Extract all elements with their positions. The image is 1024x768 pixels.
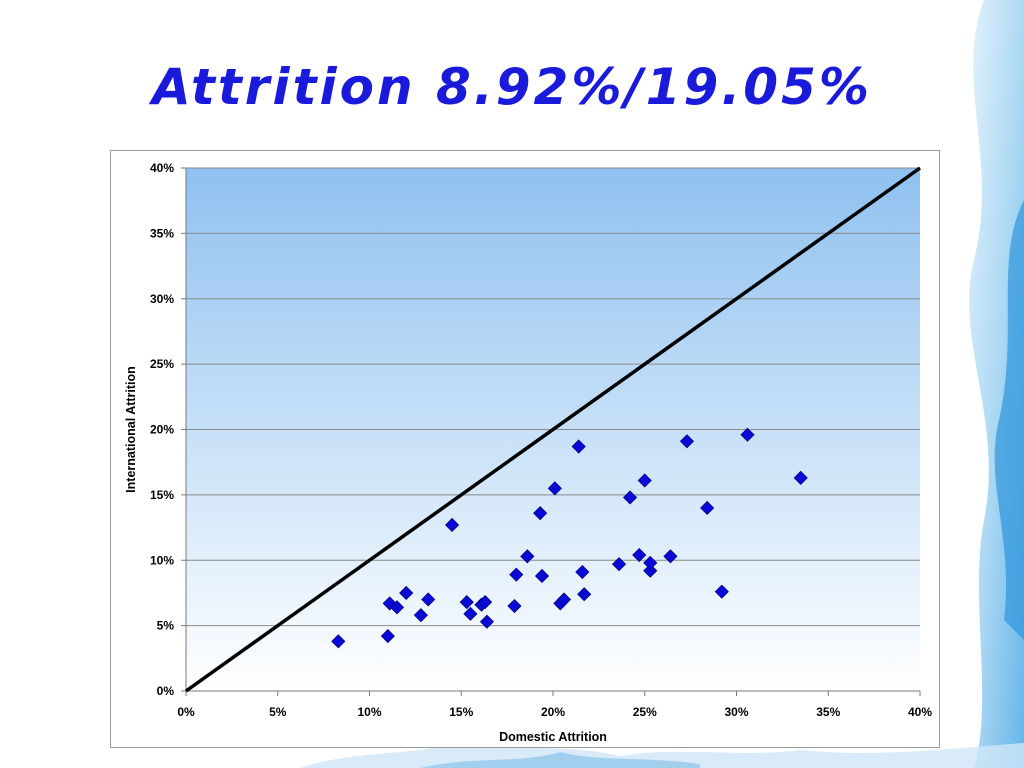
x-tick-label: 30% xyxy=(724,705,748,719)
data-point xyxy=(331,634,346,649)
y-tick-label: 5% xyxy=(157,619,175,633)
data-point xyxy=(463,606,478,621)
data-point xyxy=(740,427,755,442)
x-tick-label: 15% xyxy=(449,705,473,719)
x-tick-label: 0% xyxy=(177,705,195,719)
axes xyxy=(181,167,921,696)
y-tick-label: 20% xyxy=(150,423,174,437)
data-point xyxy=(793,470,808,485)
data-point xyxy=(623,490,638,505)
scatter-chart: 0% 5% 10% 15% 20% 25% 30% 35% 40% 0% 5% 10% 15% 20% 25… xyxy=(124,161,932,744)
data-point xyxy=(637,473,652,488)
data-point xyxy=(421,592,436,607)
data-point xyxy=(679,434,695,449)
data-point xyxy=(507,598,522,614)
data-point xyxy=(534,568,550,584)
gridlines xyxy=(186,167,920,627)
data-point xyxy=(478,595,493,610)
y-axis-title: International Attrition xyxy=(124,366,138,493)
chart-frame: 0% 5% 10% 15% 20% 25% 30% 35% 40% 0% 5% 10% 15% 20% 25… xyxy=(110,150,940,748)
x-axis-title: Domestic Attrition xyxy=(499,730,607,744)
data-point xyxy=(663,549,678,564)
x-tick-label: 25% xyxy=(633,705,657,719)
data-point xyxy=(380,629,395,644)
data-point xyxy=(533,506,548,521)
data-point xyxy=(399,585,414,601)
y-tick-label: 30% xyxy=(150,292,174,306)
data-point xyxy=(577,587,592,602)
data-point xyxy=(556,592,572,607)
data-point xyxy=(459,595,474,610)
data-point xyxy=(632,547,647,563)
y-tick-label: 35% xyxy=(150,226,174,240)
y-tick-label: 15% xyxy=(150,488,174,502)
data-point xyxy=(547,481,562,496)
y-tick-label: 40% xyxy=(150,161,174,175)
data-points xyxy=(331,427,808,649)
y-tick-label: 10% xyxy=(150,553,174,567)
data-point xyxy=(571,439,586,454)
data-point xyxy=(700,500,715,516)
data-point xyxy=(413,608,428,623)
data-point xyxy=(714,584,729,599)
data-point xyxy=(479,614,495,629)
tick-labels: 0% 5% 10% 15% 20% 25% 30% 35% 40% 0% 5% 10% 15% 20% 25… xyxy=(150,161,932,719)
y-tick-label: 25% xyxy=(150,357,174,371)
x-tick-label: 10% xyxy=(357,705,381,719)
data-point xyxy=(520,549,535,564)
x-tick-label: 5% xyxy=(269,705,287,719)
slide-title: Attrition 8.92%/19.05% xyxy=(152,58,872,116)
data-point xyxy=(643,563,658,578)
x-tick-label: 40% xyxy=(908,705,932,719)
data-point xyxy=(643,555,658,570)
x-tick-label: 20% xyxy=(541,705,565,719)
data-point xyxy=(509,567,524,582)
data-point xyxy=(445,517,460,533)
data-point xyxy=(389,600,405,615)
reference-line xyxy=(184,166,922,693)
y-tick-label: 0% xyxy=(157,684,175,698)
x-tick-label: 35% xyxy=(816,705,840,719)
decorative-swoosh-right xyxy=(969,0,1024,768)
reference-line-layer xyxy=(184,166,922,693)
data-point xyxy=(611,557,627,572)
data-point xyxy=(575,564,590,580)
